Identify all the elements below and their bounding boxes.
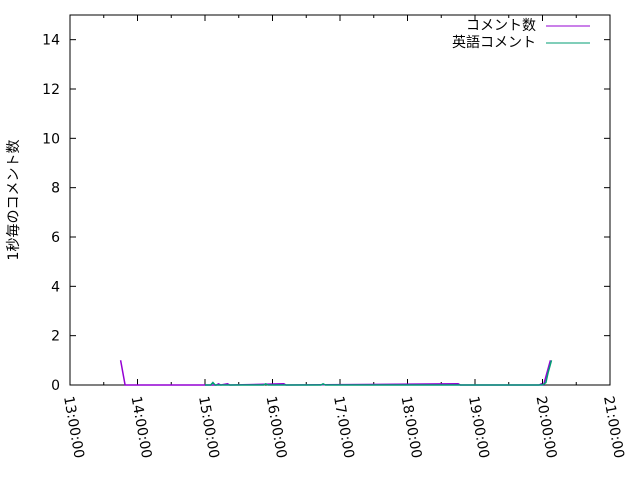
legend-label-1: 英語コメント — [452, 34, 536, 51]
series-line-1 — [205, 360, 553, 386]
legend: コメント数 英語コメント — [452, 18, 590, 51]
y-tick-label: 6 — [51, 230, 60, 246]
x-tick-label: 21:00:00 — [600, 395, 627, 460]
x-tick-label: 18:00:00 — [398, 395, 425, 460]
x-tick-label: 15:00:00 — [195, 395, 222, 460]
legend-label-0: コメント数 — [466, 18, 536, 34]
y-axis-label: 1秒毎のコメント数 — [6, 140, 22, 261]
plot-frame — [69, 14, 611, 386]
y-tick-label: 4 — [51, 279, 60, 295]
x-tick-label: 19:00:00 — [465, 395, 492, 460]
plot-area: 0 2 4 6 8 10 12 14 13:00:00 14:00:00 15:00:00 16:00… — [42, 14, 627, 460]
y-tick-label: 10 — [42, 131, 60, 147]
x-tick-label: 14:00:00 — [128, 395, 155, 460]
y-tick-label: 2 — [51, 329, 60, 345]
x-tick-label: 17:00:00 — [330, 395, 357, 460]
y-tick-label: 8 — [51, 181, 60, 197]
y-tick-label: 12 — [42, 82, 60, 98]
y-tick-label: 0 — [51, 378, 60, 394]
series-line-0 — [119, 360, 552, 387]
x-tick-label: 13:00:00 — [60, 395, 87, 460]
x-tick-label: 20:00:00 — [533, 395, 560, 460]
y-tick-label: 14 — [42, 33, 60, 49]
x-tick-label: 16:00:00 — [263, 395, 290, 460]
